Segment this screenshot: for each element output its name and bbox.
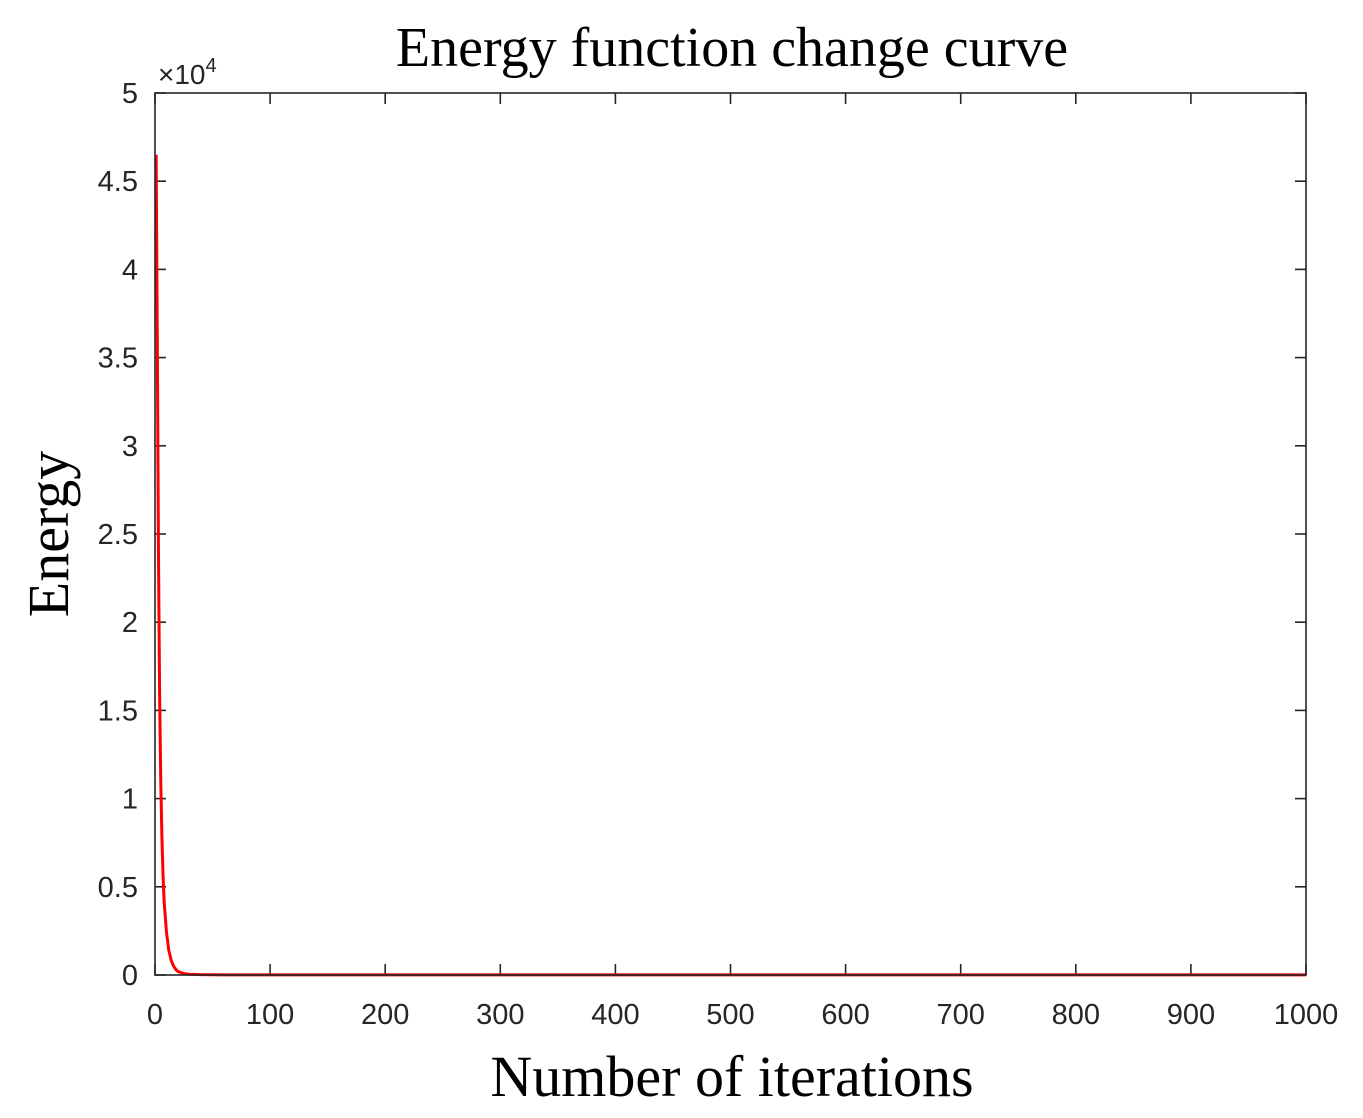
x-tick-label: 600 [821, 999, 869, 1031]
y-tick-label: 0 [122, 960, 138, 992]
x-tick-label: 700 [937, 999, 985, 1031]
y-tick-label: 3.5 [98, 343, 138, 375]
x-tick-label: 0 [147, 999, 163, 1031]
energy-series-line [154, 154, 1306, 977]
y-tick-label: 1 [122, 784, 138, 816]
plot-area-frame [154, 92, 1307, 976]
x-tick-label: 800 [1052, 999, 1100, 1031]
x-axis-label: Number of iterations [490, 1044, 973, 1109]
y-tick-label: 4.5 [98, 166, 138, 198]
y-tick-label: 1.5 [98, 695, 138, 727]
axis-ticks: 0 100 200 300 400 500 600 700 800 900 1000 0 0.5 1 1.5… [98, 78, 1339, 1031]
x-tick-label: 200 [361, 999, 409, 1031]
chart-title: Energy function change curve [396, 17, 1068, 79]
y-axis-label: Energy [16, 451, 81, 617]
x-tick-label: 1000 [1274, 999, 1339, 1031]
y-tick-label: 0.5 [98, 872, 138, 904]
y-tick-label: 5 [122, 78, 138, 110]
y-tick-label: 2 [122, 607, 138, 639]
y-exponent-power: 4 [206, 55, 217, 77]
x-tick-label: 400 [591, 999, 639, 1031]
y-exponent-base: ×10 [158, 59, 206, 90]
y-axis-exponent: ×104 [158, 55, 217, 90]
y-tick-label: 3 [122, 431, 138, 463]
x-tick-label: 900 [1167, 999, 1215, 1031]
x-tick-label: 500 [706, 999, 754, 1031]
y-tick-label: 4 [122, 254, 138, 286]
x-tick-label: 300 [476, 999, 524, 1031]
series-layer [154, 154, 1306, 977]
x-tick-label: 100 [246, 999, 294, 1031]
y-tick-label: 2.5 [98, 519, 138, 551]
